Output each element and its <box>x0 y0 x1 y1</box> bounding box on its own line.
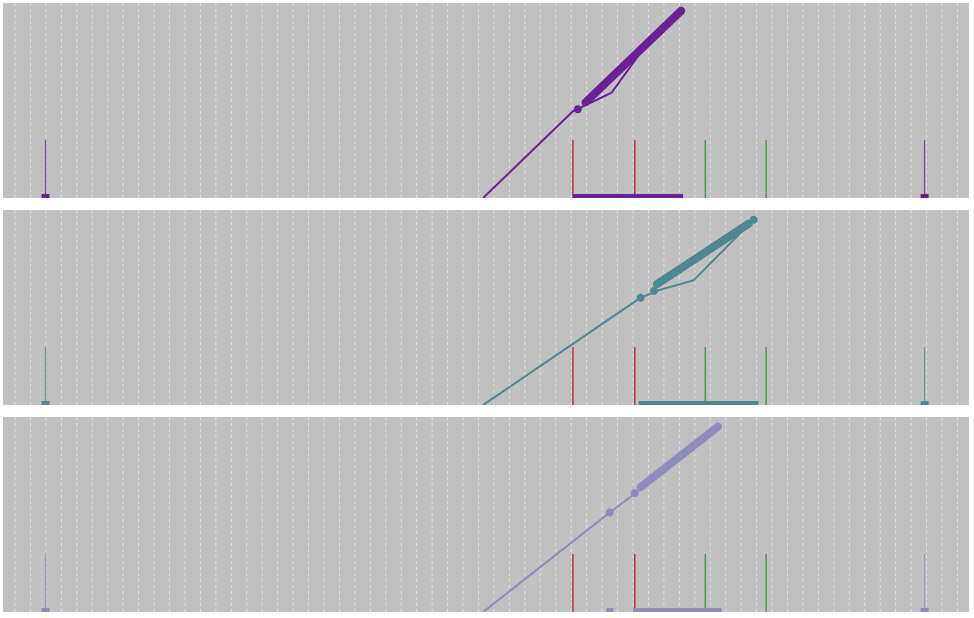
data-point <box>573 105 582 114</box>
edge-marker-base <box>920 608 929 612</box>
data-point <box>713 422 722 431</box>
data-point <box>581 98 590 107</box>
edge-marker-base <box>41 194 50 198</box>
data-point <box>650 286 659 295</box>
gridlines <box>14 3 958 198</box>
gridlines <box>14 210 958 405</box>
data-point <box>636 293 645 302</box>
data-point <box>630 489 639 498</box>
series-thick-segment <box>652 219 753 289</box>
plot-background <box>3 3 969 198</box>
edge-marker-base <box>41 401 50 405</box>
range-bar <box>632 608 722 612</box>
data-point <box>749 215 758 224</box>
plot-background <box>3 210 969 405</box>
series-thick-segment <box>583 6 686 105</box>
chart-panel-3 <box>3 417 969 612</box>
baseline-tick <box>606 608 614 612</box>
series-line <box>482 219 755 405</box>
data-point <box>677 6 686 15</box>
series-thick-segment <box>636 422 722 492</box>
edge-marker-base <box>920 194 929 198</box>
range-bar <box>572 194 684 198</box>
data-point <box>605 508 614 517</box>
edge-marker-base <box>41 608 50 612</box>
chart-panel-1 <box>3 3 969 198</box>
range-bar <box>638 401 759 405</box>
plot-background <box>3 417 969 612</box>
gridlines <box>14 417 958 612</box>
chart-panel-2 <box>3 210 969 405</box>
edge-marker-base <box>920 401 929 405</box>
